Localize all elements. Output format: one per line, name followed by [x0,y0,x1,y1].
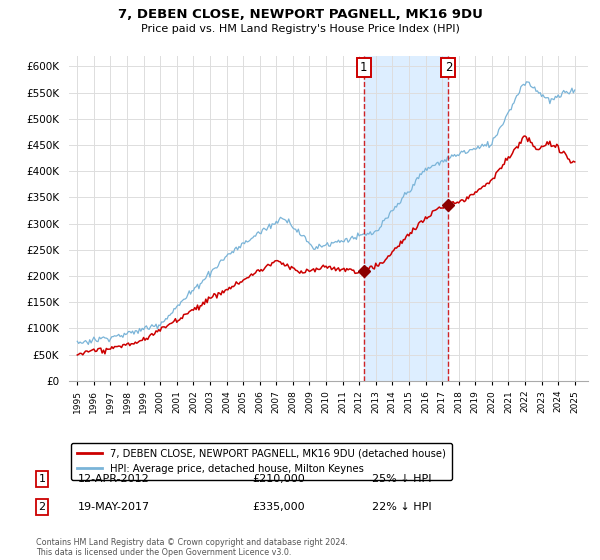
Text: Contains HM Land Registry data © Crown copyright and database right 2024.
This d: Contains HM Land Registry data © Crown c… [36,538,348,557]
Text: 1: 1 [38,474,46,484]
Text: £210,000: £210,000 [252,474,305,484]
Text: 22% ↓ HPI: 22% ↓ HPI [372,502,431,512]
Text: 2: 2 [38,502,46,512]
Text: 19-MAY-2017: 19-MAY-2017 [78,502,150,512]
Text: 25% ↓ HPI: 25% ↓ HPI [372,474,431,484]
Text: 1: 1 [360,61,368,74]
Text: £335,000: £335,000 [252,502,305,512]
Text: Price paid vs. HM Land Registry's House Price Index (HPI): Price paid vs. HM Land Registry's House … [140,24,460,34]
Text: 7, DEBEN CLOSE, NEWPORT PAGNELL, MK16 9DU: 7, DEBEN CLOSE, NEWPORT PAGNELL, MK16 9D… [118,8,482,21]
Text: 2: 2 [445,61,452,74]
Legend: 7, DEBEN CLOSE, NEWPORT PAGNELL, MK16 9DU (detached house), HPI: Average price, : 7, DEBEN CLOSE, NEWPORT PAGNELL, MK16 9D… [71,442,452,479]
Text: 12-APR-2012: 12-APR-2012 [78,474,150,484]
Bar [364,56,448,381]
